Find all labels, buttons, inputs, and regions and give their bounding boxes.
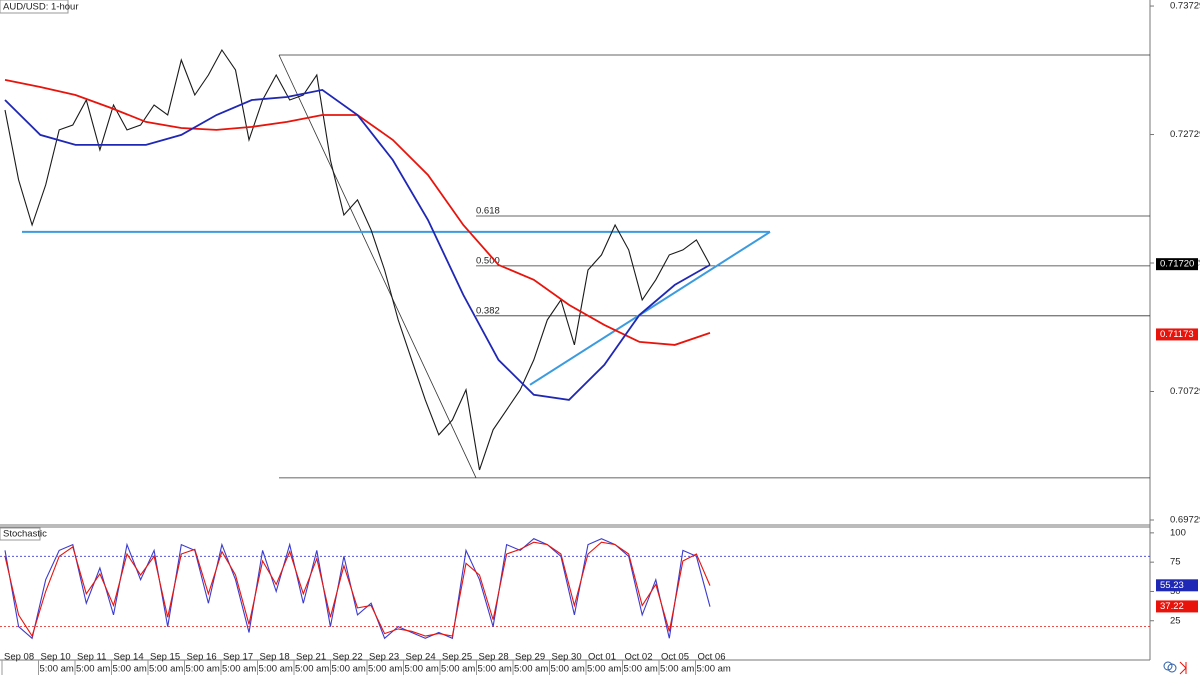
x-time-label: 5:00 am — [587, 664, 621, 675]
y-tick-label: 0.73729 — [1170, 1, 1200, 12]
icon[interactable] — [1179, 661, 1187, 675]
x-time-label: 5:00 am — [660, 664, 694, 675]
series-line — [4, 48, 711, 471]
price-tag-label: 55.23 — [1160, 580, 1184, 591]
y-tick-label: 0.70729 — [1170, 386, 1200, 397]
title-box — [0, 527, 41, 541]
x-time-label: 5:00 am — [186, 664, 220, 675]
x-tick-label: Oct 05 — [661, 652, 689, 663]
x-time-label: 5:00 am — [40, 664, 74, 675]
x-tick-label: Sep 23 — [369, 652, 399, 663]
panel-title: Stochastic — [3, 529, 47, 540]
x-tick-label: Sep 22 — [333, 652, 363, 663]
chart-title: AUD/USD: 1-hour — [3, 2, 79, 13]
x-time-label: 5:00 am — [368, 664, 402, 675]
series-line — [4, 88, 711, 401]
x-tick-label: Sep 17 — [223, 652, 253, 663]
fib-label: 0.618 — [476, 206, 500, 217]
x-tick-label: Sep 10 — [41, 652, 71, 663]
price-tag — [1156, 579, 1198, 592]
x-time-label: 5:00 am — [222, 664, 256, 675]
fib-label: 0.500 — [476, 255, 500, 266]
x-tick-label: Sep 30 — [552, 652, 582, 663]
x-tick-label: Sep 15 — [150, 652, 180, 663]
x-tick-label: Oct 02 — [625, 652, 653, 663]
y-tick-label: 25 — [1170, 615, 1181, 626]
swing-line — [278, 54, 477, 479]
x-time-label: 5:00 am — [551, 664, 585, 675]
x-time-label: 5:00 am — [514, 664, 548, 675]
x-time-label: 5:00 am — [478, 664, 512, 675]
x-tick-label: Sep 18 — [260, 652, 290, 663]
x-time-label: 5:00 am — [259, 664, 293, 675]
y-tick-label: 50 — [1170, 586, 1181, 597]
x-time-label: 5:00 am — [441, 664, 475, 675]
series-line — [4, 538, 711, 640]
fib-label: 0.382 — [476, 305, 500, 316]
y-tick-label: 0.69729 — [1170, 515, 1200, 526]
trend-line — [529, 231, 771, 386]
x-time-label: 5:00 am — [149, 664, 183, 675]
series-line — [4, 541, 711, 638]
x-tick-label: Sep 08 — [4, 652, 34, 663]
y-tick-label: 75 — [1170, 557, 1181, 568]
x-time-label: 5:00 am — [624, 664, 658, 675]
x-time-label: 5:00 am — [332, 664, 366, 675]
title-box — [0, 0, 69, 14]
x-time-label: 5:00 am — [76, 664, 110, 675]
x-tick-label: Sep 21 — [296, 652, 326, 663]
x-tick-label: Sep 25 — [442, 652, 472, 663]
y-tick-label: 0.72729 — [1170, 129, 1200, 140]
x-tick-label: Sep 28 — [479, 652, 509, 663]
toolbar-icons[interactable] — [1163, 661, 1187, 675]
price-tag — [1156, 258, 1198, 271]
icon[interactable] — [1167, 663, 1177, 673]
x-tick-label: Sep 16 — [187, 652, 217, 663]
x-time-label: 5:00 am — [295, 664, 329, 675]
price-tag — [1156, 600, 1198, 613]
x-tick-label: Sep 29 — [515, 652, 545, 663]
price-tag-label: 37.22 — [1160, 601, 1184, 612]
x-tick-label: Oct 06 — [698, 652, 726, 663]
x-time-label: 5:00 am — [697, 664, 731, 675]
x-tick-label: Sep 14 — [114, 652, 144, 663]
x-time-label: 5:00 am — [405, 664, 439, 675]
x-time-label: 5:00 am — [113, 664, 147, 675]
x-tick-label: Oct 01 — [588, 652, 616, 663]
price-tag — [1156, 328, 1198, 341]
y-tick-label: 100 — [1170, 527, 1186, 538]
price-tag-label: 0.71173 — [1160, 329, 1194, 340]
price-tag-label: 0.71720 — [1160, 259, 1194, 270]
x-tick-label: Sep 24 — [406, 652, 436, 663]
x-tick-label: Sep 11 — [77, 652, 106, 663]
